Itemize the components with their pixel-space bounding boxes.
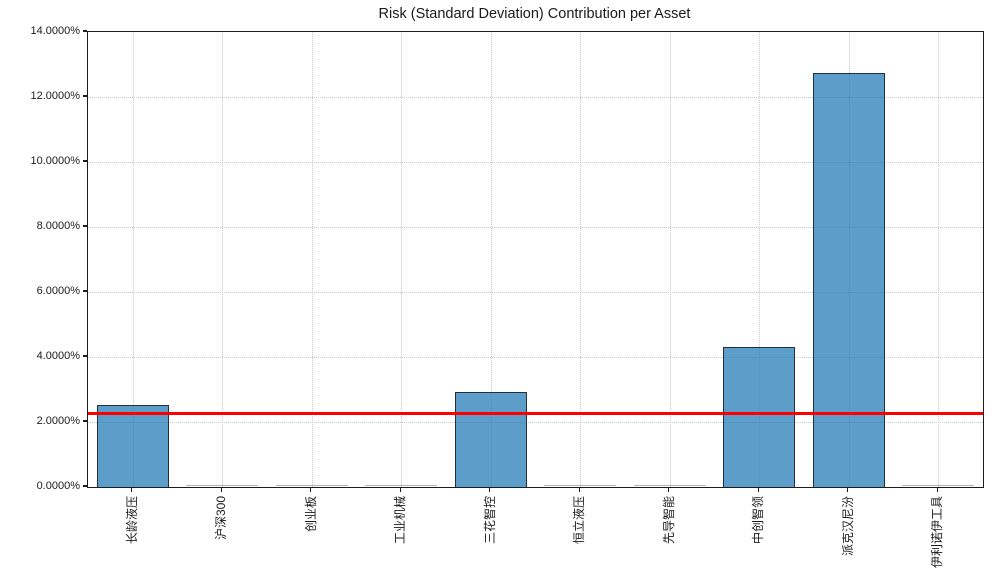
y-tick-label: 6.0000% (36, 285, 80, 297)
gridline-horizontal (88, 227, 983, 228)
bar (186, 485, 259, 487)
x-tick-label-text: 创业板 (303, 496, 318, 533)
x-tick-label-text: 中创智领 (751, 496, 766, 545)
x-tick-label-text: 长龄液压 (124, 496, 139, 545)
bar (633, 485, 706, 487)
y-tick-mark (82, 160, 87, 162)
x-tick-label-text: 派克汉尼汾 (840, 496, 855, 557)
x-tick-label-text: 伊利诺伊工具 (930, 496, 945, 569)
x-tick-mark (936, 487, 938, 492)
bar (902, 485, 975, 487)
gridline-vertical (580, 32, 582, 487)
y-tick-label: 14.0000% (30, 25, 80, 37)
bar (812, 72, 885, 487)
x-tick-mark (220, 487, 222, 492)
gridline-vertical (132, 32, 134, 487)
x-tick-mark (310, 487, 312, 492)
gridline-horizontal (88, 162, 983, 163)
bar (275, 485, 348, 487)
bar (723, 346, 796, 487)
x-tick-mark (399, 487, 401, 492)
y-tick-mark (82, 225, 87, 227)
y-tick-mark (82, 485, 87, 487)
gridline-vertical (938, 32, 940, 487)
gridline-horizontal (88, 292, 983, 293)
y-tick-label: 0.0000% (36, 480, 80, 492)
x-tick-mark (668, 487, 670, 492)
y-tick-mark (82, 420, 87, 422)
y-tick-label: 4.0000% (36, 350, 80, 362)
gridline-horizontal (88, 357, 983, 358)
gridline-vertical (311, 32, 313, 487)
reference-line (88, 412, 983, 415)
gridline-vertical (401, 32, 403, 487)
y-tick-label: 8.0000% (36, 220, 80, 232)
bar (96, 405, 169, 487)
x-tick-label-text: 先导智能 (661, 496, 676, 545)
y-tick-mark (82, 30, 87, 32)
chart-title: Risk (Standard Deviation) Contribution p… (378, 6, 691, 22)
gridline-horizontal (88, 97, 983, 98)
y-tick-label: 10.0000% (30, 155, 80, 167)
gridline-vertical (759, 32, 761, 487)
gridline-vertical (669, 32, 671, 487)
x-tick-mark (489, 487, 491, 492)
y-tick-label: 2.0000% (36, 415, 80, 427)
x-tick-mark (578, 487, 580, 492)
x-tick-label-text: 沪深300 (214, 496, 229, 541)
x-tick-mark (757, 487, 759, 492)
gridline-horizontal (88, 422, 983, 423)
x-tick-label-text: 工业机械 (393, 496, 408, 545)
y-tick-mark (82, 355, 87, 357)
x-tick-mark (131, 487, 133, 492)
bar (544, 485, 617, 487)
y-tick-mark (82, 290, 87, 292)
x-tick-label-text: 恒立液压 (572, 496, 587, 545)
y-tick-label: 12.0000% (30, 90, 80, 102)
gridline-vertical (222, 32, 224, 487)
gridline-vertical (490, 32, 492, 487)
plot-area (87, 31, 984, 488)
x-tick-label-text: 三花智控 (482, 496, 497, 545)
x-tick-mark (847, 487, 849, 492)
bar (365, 485, 438, 487)
y-tick-mark (82, 95, 87, 97)
bar (454, 391, 527, 487)
